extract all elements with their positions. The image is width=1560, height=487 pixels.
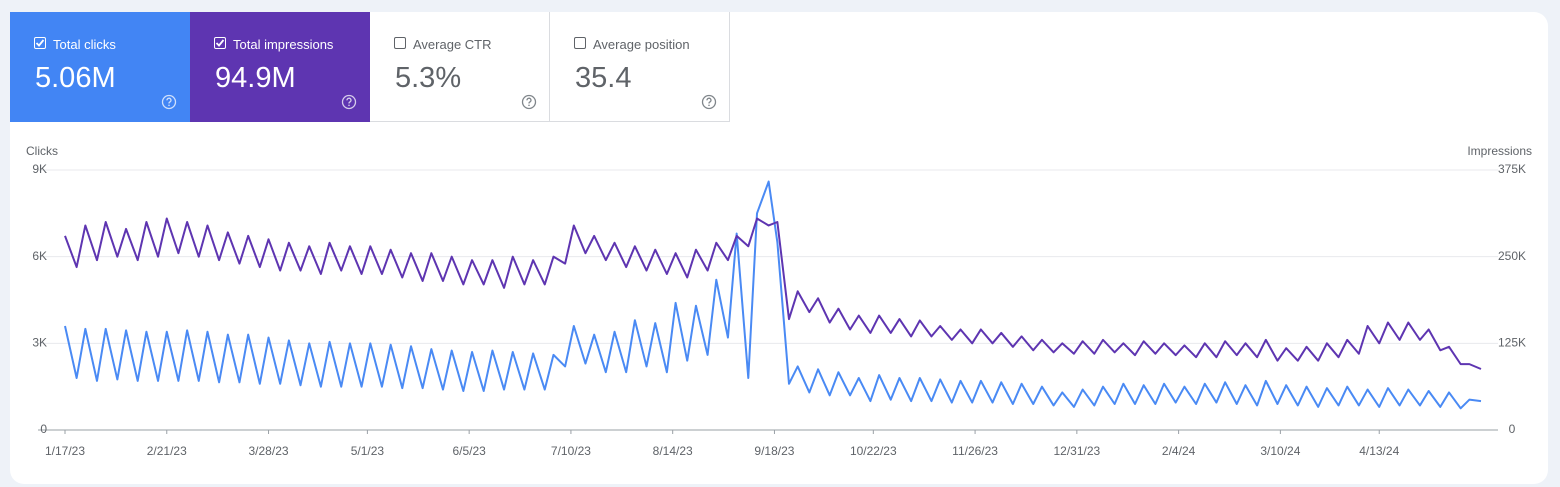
y-tick-label: 0 [40, 422, 47, 436]
x-tick-label: 9/18/23 [754, 444, 794, 458]
x-tick-label: 12/31/23 [1053, 444, 1100, 458]
metric-label: Total impressions [233, 37, 334, 52]
x-tick-label: 5/1/23 [351, 444, 385, 458]
help-glyph [701, 94, 717, 110]
metric-value: 5.06M [35, 62, 116, 94]
chart: Clicks Impressions 0 3K 6K 9K 0 125K 250K 375K 1… [26, 144, 1532, 458]
metric-card[interactable]: Average position 35.4 [550, 12, 730, 122]
metric-card[interactable]: Total impressions 94.9M [190, 12, 370, 122]
y2-tick-label: 375K [1498, 162, 1526, 176]
x-tick-label: 2/4/24 [1162, 444, 1196, 458]
help-glyph [521, 94, 537, 110]
check-mark [35, 39, 45, 47]
series-line [64, 217, 1482, 370]
x-tick-label: 11/26/23 [952, 444, 998, 458]
y-tick-label: 3K [32, 336, 47, 350]
metric-card[interactable]: Total clicks 5.06M [10, 12, 190, 122]
check-mark [215, 39, 225, 47]
checkbox[interactable] [574, 37, 586, 49]
series-line [64, 180, 1482, 410]
checkbox[interactable] [214, 37, 226, 49]
performance-panel: Total clicks 5.06M Total impressions 94.9M A… [10, 12, 1548, 484]
help-icon[interactable] [521, 94, 537, 115]
y-tick-label: 9K [32, 162, 47, 176]
checkbox[interactable] [394, 37, 406, 49]
x-tick-label: 7/10/23 [551, 444, 591, 458]
y2-tick-label: 250K [1498, 249, 1526, 263]
help-glyph [341, 94, 357, 110]
y2-tick-label: 125K [1498, 336, 1526, 350]
x-tick-label: 10/22/23 [850, 444, 897, 458]
metric-label: Average position [593, 37, 690, 52]
x-tick-label: 3/28/23 [249, 444, 289, 458]
metric-label: Average CTR [413, 37, 492, 52]
x-tick-label: 4/13/24 [1359, 444, 1399, 458]
x-tick-label: 3/10/24 [1260, 444, 1300, 458]
checkbox[interactable] [34, 37, 46, 49]
metric-value: 35.4 [575, 62, 632, 94]
metric-label: Total clicks [53, 37, 116, 52]
x-tick-label: 2/21/23 [147, 444, 187, 458]
help-icon[interactable] [701, 94, 717, 115]
y-tick-label: 6K [32, 249, 47, 263]
y2-axis-title: Impressions [1467, 144, 1532, 158]
x-tick-label: 8/14/23 [653, 444, 693, 458]
y2-tick-label: 0 [1509, 422, 1516, 436]
x-tick-label: 1/17/23 [45, 444, 85, 458]
metric-value: 5.3% [395, 62, 462, 94]
help-icon[interactable] [341, 94, 357, 115]
metric-value: 94.9M [215, 62, 296, 94]
help-glyph [161, 94, 177, 110]
help-icon[interactable] [161, 94, 177, 115]
y-axis-title: Clicks [26, 144, 58, 158]
x-tick-label: 6/5/23 [452, 444, 486, 458]
metric-card[interactable]: Average CTR 5.3% [370, 12, 550, 122]
